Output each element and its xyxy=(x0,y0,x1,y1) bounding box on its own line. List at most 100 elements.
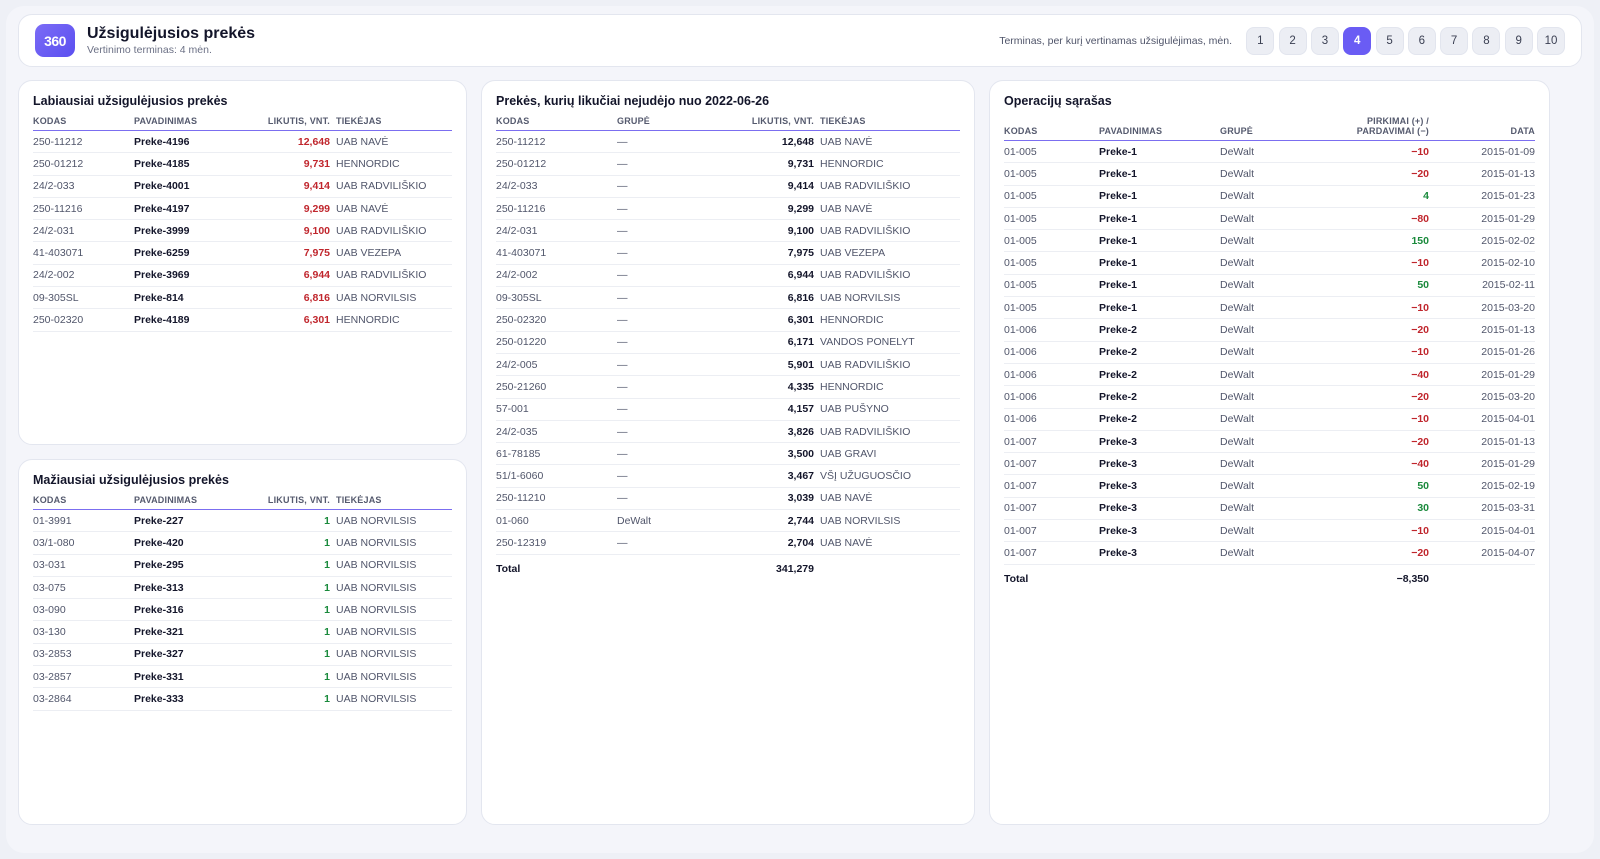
table-cell: — xyxy=(617,331,727,354)
table-row[interactable]: 41-403071—7,975 UAB VEZEPA xyxy=(496,241,960,265)
table-row[interactable]: 01-005 Preke-1 DeWalt −10 2015-03-20 xyxy=(1004,296,1535,320)
table-row[interactable]: 24/2-033—9,414 UAB RADVILIŠKIO xyxy=(496,175,960,198)
table-row[interactable]: 250-01212 Preke-4185 9,731 HENNORDIC xyxy=(33,152,452,176)
term-button-1[interactable]: 1 xyxy=(1246,26,1275,55)
table-row[interactable]: 01-006 Preke-2 DeWalt −40 2015-01-29 xyxy=(1004,363,1535,387)
total-value: −8,350 xyxy=(1396,573,1429,586)
table-row[interactable]: 24/2-031—9,100 UAB RADVILIŠKIO xyxy=(496,219,960,243)
table-cell: VŠĮ UŽUGUOSČIO xyxy=(820,464,960,488)
table-cell: 1 xyxy=(244,643,336,667)
table-row[interactable]: 01-005 Preke-1 DeWalt 150 2015-02-02 xyxy=(1004,229,1535,253)
term-buttons: 1 2 3 4 5 6 7 8 9 10 xyxy=(1242,26,1565,55)
table-row[interactable]: 09-305SL —6,816 UAB NORVILSIS xyxy=(496,286,960,310)
term-button-9[interactable]: 9 xyxy=(1504,26,1533,55)
table-row[interactable]: 03-031 Preke-295 1 UAB NORVILSIS xyxy=(33,554,452,577)
table-row[interactable]: 24/2-002—6,944 UAB RADVILIŠKIO xyxy=(496,264,960,288)
table-cell: UAB NAVĖ xyxy=(820,487,960,511)
table-cell: −20 xyxy=(1310,541,1429,565)
table-row[interactable]: 03-2857 Preke-331 1 UAB NORVILSIS xyxy=(33,665,452,689)
table-row[interactable]: 03-2864 Preke-333 1 UAB NORVILSIS xyxy=(33,687,452,711)
table-cell: — xyxy=(617,442,727,466)
table-cell: DeWalt xyxy=(1220,251,1310,275)
table-cell: 61-78185 xyxy=(496,442,617,466)
table-row[interactable]: 03-075 Preke-313 1 UAB NORVILSIS xyxy=(33,576,452,600)
table-row[interactable]: 250-02320 Preke-4189 6,301 HENNORDIC xyxy=(33,308,452,332)
table-cell: 01-005 xyxy=(1004,140,1099,164)
table-row[interactable]: 250-11212—12,648 UAB NAVĖ xyxy=(496,130,960,154)
least-stale-title: Mažiausiai užsigulėjusios prekės xyxy=(33,473,229,487)
table-row[interactable]: 01-006 Preke-2 DeWalt −20 2015-03-20 xyxy=(1004,385,1535,409)
table-cell: 01-005 xyxy=(1004,207,1099,231)
table-row[interactable]: 01-006 Preke-2 DeWalt −10 2015-04-01 xyxy=(1004,408,1535,431)
table-cell: DeWalt xyxy=(1220,229,1310,253)
table-row[interactable]: 01-005 Preke-1 DeWalt −80 2015-01-29 xyxy=(1004,207,1535,231)
table-cell: Preke-3999 xyxy=(134,219,244,243)
term-button-6[interactable]: 6 xyxy=(1407,26,1436,55)
table-row[interactable]: 250-01212—9,731 HENNORDIC xyxy=(496,152,960,176)
table-row[interactable]: 41-403071 Preke-6259 7,975 UAB VEZEPA xyxy=(33,241,452,265)
table-row[interactable]: 09-305SL Preke-814 6,816 UAB NORVILSIS xyxy=(33,286,452,310)
table-cell: — xyxy=(617,398,727,421)
table-cell: UAB RADVILIŠKIO xyxy=(336,175,452,198)
table-row[interactable]: 01-005 Preke-1 DeWalt 50 2015-02-11 xyxy=(1004,274,1535,298)
col-header: PIRKIMAI (+) / PARDAVIMAI (−) xyxy=(1310,116,1429,141)
table-row[interactable]: 250-21260—4,335 HENNORDIC xyxy=(496,375,960,399)
term-button-8[interactable]: 8 xyxy=(1472,26,1501,55)
table-cell: UAB RADVILIŠKIO xyxy=(820,420,960,444)
table-row[interactable]: 24/2-035—3,826 UAB RADVILIŠKIO xyxy=(496,420,960,444)
table-cell: 9,100 xyxy=(727,219,820,243)
table-row[interactable]: 01-006 Preke-2 DeWalt −10 2015-01-26 xyxy=(1004,341,1535,364)
table-row[interactable]: 01-007 Preke-3 DeWalt 30 2015-03-31 xyxy=(1004,497,1535,521)
table-header-row: KODAS PAVADINIMAS LIKUTIS, VNT. TIEKĖJAS xyxy=(33,116,452,131)
table-cell xyxy=(1220,564,1310,590)
table-row[interactable]: 03-090 Preke-316 1 UAB NORVILSIS xyxy=(33,598,452,622)
table-row[interactable]: 03-130 Preke-321 1 UAB NORVILSIS xyxy=(33,620,452,644)
table-row[interactable]: 24/2-031 Preke-3999 9,100 UAB RADVILIŠKIO xyxy=(33,219,452,243)
table-cell: Preke-1 xyxy=(1099,296,1220,320)
table-cell: Preke-3 xyxy=(1099,541,1220,565)
table-cell: 03-2853 xyxy=(33,643,134,667)
table-row[interactable]: 24/2-033 Preke-4001 9,414 UAB RADVILIŠKIO xyxy=(33,175,452,198)
table-row[interactable]: 03/1-080 Preke-420 1 UAB NORVILSIS xyxy=(33,531,452,555)
table-cell: — xyxy=(617,531,727,555)
term-button-4[interactable]: 4 xyxy=(1343,26,1372,55)
table-row[interactable]: 250-12319—2,704 UAB NAVĖ xyxy=(496,531,960,555)
table-row[interactable]: 250-11216 Preke-4197 9,299 UAB NAVĖ xyxy=(33,197,452,221)
table-row[interactable]: 250-11212 Preke-4196 12,648 UAB NAVĖ xyxy=(33,130,452,154)
table-row[interactable]: 01-007 Preke-3 DeWalt 50 2015-02-19 xyxy=(1004,474,1535,498)
table-row[interactable]: 01-005 Preke-1 DeWalt −20 2015-01-13 xyxy=(1004,162,1535,186)
table-cell: 2015-01-23 xyxy=(1429,185,1535,208)
table-row[interactable]: 01-005 Preke-1 DeWalt −10 2015-01-09 xyxy=(1004,140,1535,164)
table-row[interactable]: 51/1-6060—3,467 VŠĮ UŽUGUOSČIO xyxy=(496,464,960,488)
table-row[interactable]: 01-007 Preke-3 DeWalt −40 2015-01-29 xyxy=(1004,452,1535,476)
table-row[interactable]: 01-007 Preke-3 DeWalt −10 2015-04-01 xyxy=(1004,519,1535,543)
table-cell: — xyxy=(617,375,727,399)
table-row[interactable]: 03-2853 Preke-327 1 UAB NORVILSIS xyxy=(33,643,452,667)
term-button-7[interactable]: 7 xyxy=(1440,26,1469,55)
table-row[interactable]: 61-78185—3,500 UAB GRAVI xyxy=(496,442,960,466)
table-row[interactable]: 250-01220—6,171 VANDOS PONELYT xyxy=(496,331,960,354)
table-row[interactable]: 01-005 Preke-1 DeWalt −10 2015-02-10 xyxy=(1004,251,1535,275)
term-button-3[interactable]: 3 xyxy=(1310,26,1339,55)
col-header: KODAS xyxy=(496,116,617,131)
table-row[interactable]: 01-007 Preke-3 DeWalt −20 2015-04-07 xyxy=(1004,541,1535,565)
table-row[interactable]: 250-11216—9,299 UAB NAVĖ xyxy=(496,197,960,221)
table-row[interactable]: 01-007 Preke-3 DeWalt −20 2015-01-13 xyxy=(1004,430,1535,454)
table-cell: DeWalt xyxy=(1220,185,1310,208)
table-row[interactable]: 24/2-005—5,901 UAB RADVILIŠKIO xyxy=(496,353,960,377)
page-subtitle: Vertinimo terminas: 4 mėn. xyxy=(87,44,212,56)
table-row[interactable]: 01-3991 Preke-227 1 UAB NORVILSIS xyxy=(33,509,452,533)
table-row[interactable]: 24/2-002 Preke-3969 6,944 UAB RADVILIŠKIO xyxy=(33,264,452,288)
table-row[interactable]: 01-060 DeWalt 2,744 UAB NORVILSIS xyxy=(496,509,960,533)
operations-table: KODAS PAVADINIMAS GRUPĖ PIRKIMAI (+) / P… xyxy=(1004,116,1535,590)
table-row[interactable]: 57-001—4,157 UAB PUŠYNO xyxy=(496,398,960,421)
table-cell: 24/2-002 xyxy=(496,264,617,288)
table-row[interactable]: 250-02320—6,301 HENNORDIC xyxy=(496,308,960,332)
table-cell: — xyxy=(617,353,727,377)
term-button-10[interactable]: 10 xyxy=(1537,26,1565,55)
table-row[interactable]: 01-005 Preke-1 DeWalt 4 2015-01-23 xyxy=(1004,185,1535,208)
term-button-5[interactable]: 5 xyxy=(1375,26,1404,55)
table-row[interactable]: 250-11210—3,039 UAB NAVĖ xyxy=(496,487,960,511)
table-row[interactable]: 01-006 Preke-2 DeWalt −20 2015-01-13 xyxy=(1004,318,1535,342)
term-button-2[interactable]: 2 xyxy=(1278,26,1307,55)
